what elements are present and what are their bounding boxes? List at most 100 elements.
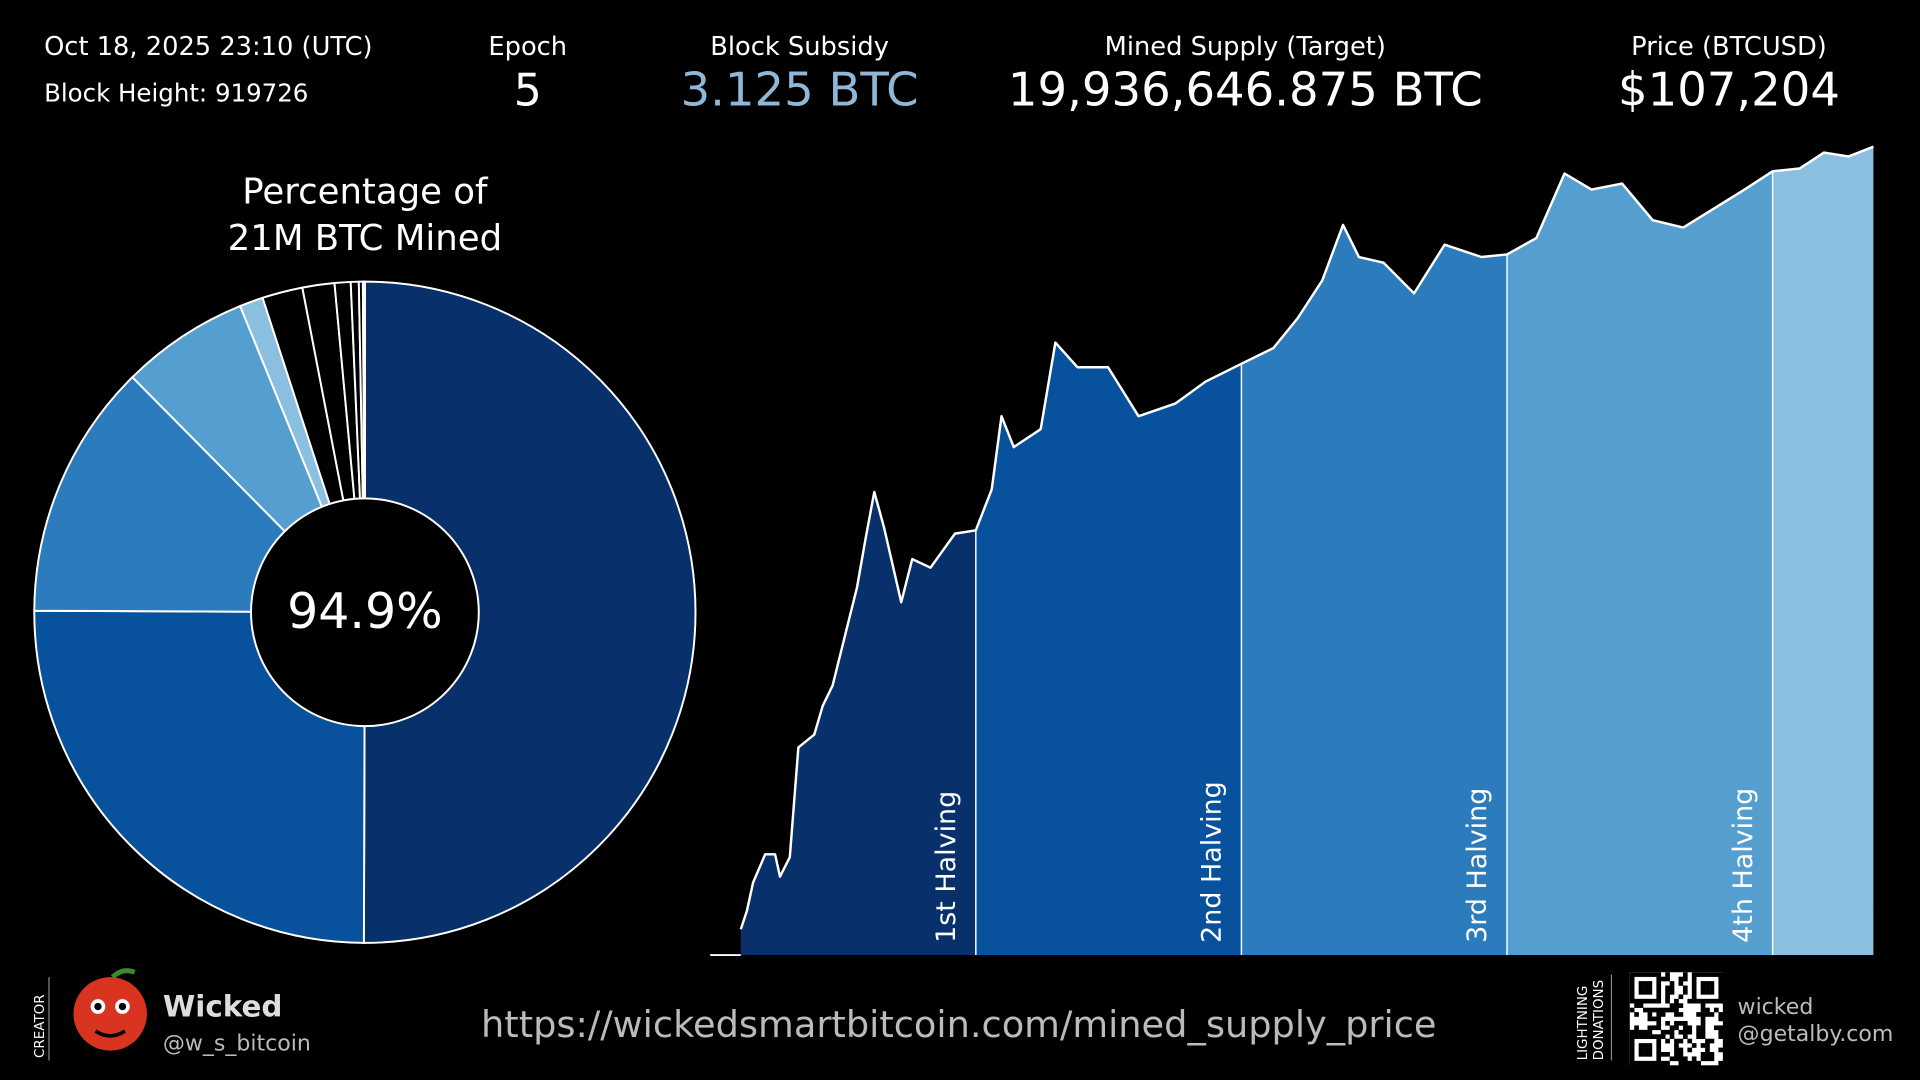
qr-cell [1629,1056,1635,1062]
creator-avatar [73,968,147,1051]
qr-cell [1643,1034,1648,1039]
qr-cell [1705,1052,1710,1057]
qr-cell [1638,1052,1644,1057]
qr-cell [1656,985,1662,991]
qr-cell [1669,981,1675,986]
qr-cell [1665,1060,1670,1066]
qr-cell [1700,1025,1706,1031]
qr-cell [1634,1029,1639,1035]
qr-cell [1713,998,1719,1004]
qr-cell [1682,1029,1688,1035]
qr-cell [1660,1052,1666,1057]
qr-cell [1651,1016,1657,1022]
qr-cell [1700,1007,1706,1013]
qr-cell [1709,981,1715,986]
qr-cell [1656,994,1662,1000]
qr-cell [1669,1007,1675,1013]
qr-cell [1660,1060,1666,1066]
halving-label: 4th Halving [1728,788,1759,943]
qr-cell [1656,981,1662,986]
qr-cell [1674,1025,1679,1031]
qr-cell [1678,1047,1684,1053]
qr-cell [1700,1043,1706,1048]
qr-cell [1669,1025,1675,1031]
epoch-label: Epoch [488,32,567,62]
block-height: Block Height: 919726 [44,79,308,108]
qr-cell [1700,1012,1706,1017]
qr-cell [1682,1025,1688,1031]
qr-cell [1638,972,1644,977]
qr-cell [1718,1060,1724,1066]
qr-cell [1682,985,1688,991]
pie-segment [362,280,697,944]
qr-cell [1696,1029,1701,1035]
qr-cell [1651,972,1657,977]
qr-cell [1660,1034,1666,1039]
qr-cell [1665,1007,1670,1013]
qr-cell [1705,1038,1710,1044]
price-label: Price (BTCUSD) [1631,32,1827,62]
qr-cell [1682,976,1688,982]
qr-cell [1691,976,1697,982]
qr-cell [1705,985,1710,991]
qr-cell [1647,1034,1653,1039]
qr-cell [1665,1038,1670,1044]
qr-cell [1674,1038,1679,1044]
qr-cell [1643,989,1648,995]
qr-cell [1647,1007,1653,1013]
qr-cell [1638,1029,1644,1035]
qr-cell [1669,1056,1675,1062]
qr-cell [1669,1034,1675,1039]
qr-cell [1647,989,1653,995]
qr-cell [1718,994,1724,1000]
qr-cell [1656,1060,1662,1066]
qr-cell [1691,989,1697,995]
qr-cell [1709,998,1715,1004]
qr-cell [1647,985,1653,991]
qr-cell [1629,994,1635,1000]
qr-cell [1660,1007,1666,1013]
qr-cell [1634,1060,1639,1066]
creator-handle: @w_s_bitcoin [163,1032,311,1057]
epoch-band [1507,146,1773,956]
qr-cell [1629,981,1635,986]
creator-name: Wicked [163,989,283,1023]
qr-cell [1660,1029,1666,1035]
qr-cell [1700,1003,1706,1008]
epoch-band [1772,146,1874,956]
qr-cell [1638,985,1644,991]
qr-cell [1629,1029,1635,1035]
qr-cell [1700,1020,1706,1026]
qr-cell [1678,1020,1684,1026]
qr-cell [1656,989,1662,995]
qr-cell [1705,1047,1710,1053]
qr-cell [1718,1025,1724,1031]
qr-cell [1709,1012,1715,1017]
qr-cell [1634,1012,1639,1017]
qr-cell [1647,981,1653,986]
qr-cell [1634,1025,1639,1031]
qr-cell [1674,1047,1679,1053]
qr-cell [1665,976,1670,982]
qr-cell [1687,1047,1693,1053]
qr-cell [1682,1020,1688,1026]
price: $107,204 [1618,62,1840,116]
qr-cell [1665,1052,1670,1057]
qr-cell [1682,1034,1688,1039]
qr-cell [1678,994,1684,1000]
qr-cell [1638,989,1644,995]
qr-cell [1713,1007,1719,1013]
qr-cell [1709,989,1715,995]
qr-cell [1691,981,1697,986]
qr-cell [1665,985,1670,991]
price-line [739,145,1874,930]
qr-cell [1709,972,1715,977]
url[interactable]: https://wickedsmartbitcoin.com/mined_sup… [481,1003,1436,1046]
qr-cell [1705,1056,1710,1062]
qr-cell [1651,1025,1657,1031]
qr-cell [1647,1029,1653,1035]
qr-code[interactable] [1629,972,1724,1066]
qr-cell [1678,1052,1684,1057]
qr-cell [1629,985,1635,991]
qr-cell [1638,1060,1644,1066]
